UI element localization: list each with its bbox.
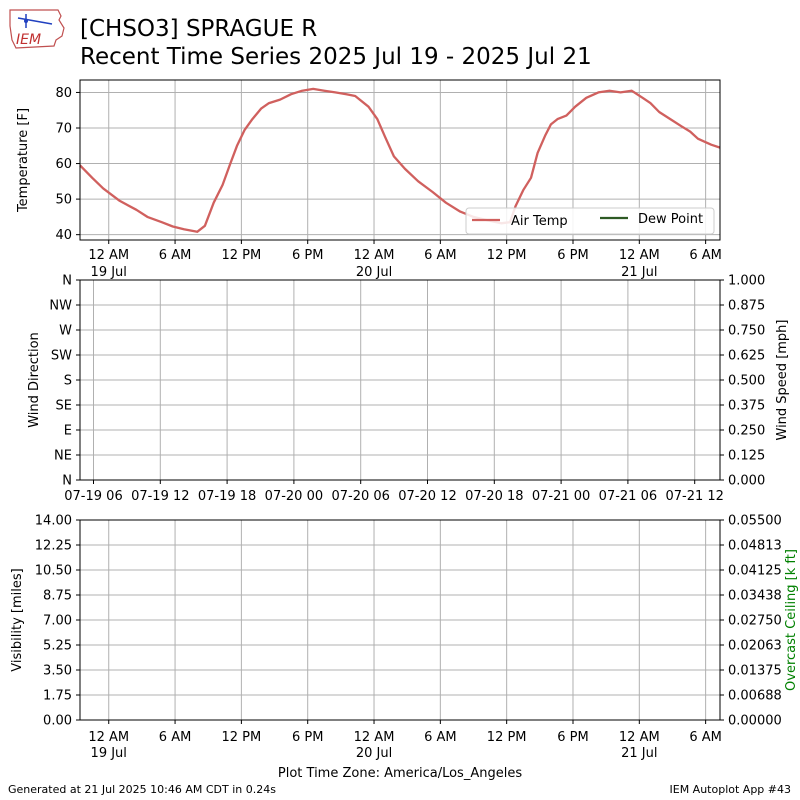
wind-xtick-label: 07-21 00 (532, 489, 590, 504)
ceiling-tick-label: 0.05500 (728, 514, 782, 529)
vis-xtick-label: 6 PM (292, 730, 323, 745)
vis-xtick-label: 6 AM (424, 730, 457, 745)
wind-speed-tick-label: 0.500 (728, 374, 765, 389)
wind-speed-tick-label: 0.875 (728, 299, 765, 314)
wind-xtick-label: 07-20 00 (265, 489, 323, 504)
vis-xtick-date: 19 Jul (91, 746, 127, 761)
ceiling-tick-label: 0.02063 (728, 639, 782, 654)
vis-xtick-date: 20 Jul (356, 746, 392, 761)
generated-note: Generated at 21 Jul 2025 10:46 AM CDT in… (8, 783, 276, 796)
temp-xtick-label: 6 PM (292, 248, 323, 263)
temp-xtick-label: 12 PM (222, 248, 262, 263)
visibility-tick-label: 14.00 (35, 514, 72, 529)
temp-ytick-label: 70 (55, 122, 72, 137)
wind-xtick-label: 07-19 18 (198, 489, 256, 504)
wind-direction-ylabel: Wind Direction (27, 332, 42, 428)
wind-direction-tick-label: NW (49, 299, 72, 314)
vis-xtick-label: 6 AM (159, 730, 192, 745)
vis-xtick-label: 6 AM (689, 730, 722, 745)
ceiling-tick-label: 0.01375 (728, 664, 782, 679)
iem-logo: IEM (9, 9, 65, 49)
visibility-tick-label: 1.75 (43, 689, 72, 704)
temp-ylabel: Temperature [F] (16, 108, 31, 213)
wind-direction-tick-label: SE (56, 399, 72, 414)
wind-speed-tick-label: 0.625 (728, 349, 765, 364)
wind-speed-tick-label: 0.000 (728, 474, 765, 489)
wind-speed-tick-label: 0.125 (728, 449, 765, 464)
temp-xtick-label: 12 AM (88, 248, 129, 263)
temp-xtick-label: 6 AM (689, 248, 722, 263)
wind-xtick-label: 07-21 06 (599, 489, 657, 504)
ceiling-tick-label: 0.02750 (728, 614, 782, 629)
visibility-tick-label: 12.25 (35, 539, 72, 554)
temp-xtick-label: 12 AM (354, 248, 395, 263)
temp-ytick-label: 60 (55, 157, 72, 172)
legend-box (465, 207, 715, 235)
wind-xtick-label: 07-20 18 (465, 489, 523, 504)
visibility-tick-label: 10.50 (35, 564, 72, 579)
wind-direction-tick-label: NE (54, 449, 72, 464)
wind-xtick-label: 07-20 12 (398, 489, 456, 504)
visibility-tick-label: 0.00 (43, 714, 72, 729)
temp-xtick-label: 12 PM (487, 248, 527, 263)
temp-ytick-label: 40 (55, 228, 72, 243)
wind-direction-tick-label: SW (51, 349, 72, 364)
wind-direction-tick-label: W (59, 324, 72, 339)
vis-xtick-label: 12 AM (354, 730, 395, 745)
ceiling-tick-label: 0.03438 (728, 589, 782, 604)
temp-xtick-date: 20 Jul (356, 265, 392, 280)
temp-xtick-date: 19 Jul (91, 265, 127, 280)
temp-ytick-label: 50 (55, 193, 72, 208)
visibility-tick-label: 5.25 (43, 639, 72, 654)
wind-xtick-label: 07-21 12 (665, 489, 723, 504)
visibility-tick-label: 7.00 (43, 614, 72, 629)
logo-text: IEM (16, 32, 41, 48)
temp-xtick-label: 6 AM (159, 248, 192, 263)
wind-direction-tick-label: N (62, 274, 72, 289)
wind-speed-ylabel: Wind Speed [mph] (775, 320, 790, 441)
wind-panel-frame (79, 279, 721, 481)
vis-xtick-date: 21 Jul (621, 746, 657, 761)
wind-direction-tick-label: S (64, 374, 72, 389)
temp-xtick-label: 6 AM (424, 248, 457, 263)
legend-air-temp-label: Air Temp (511, 214, 568, 229)
ceiling-tick-label: 0.04125 (728, 564, 782, 579)
chart-subtitle: Recent Time Series 2025 Jul 19 - 2025 Ju… (80, 44, 592, 70)
temp-xtick-label: 12 AM (619, 248, 660, 263)
vis-xtick-label: 12 AM (88, 730, 129, 745)
wind-direction-tick-label: E (64, 424, 72, 439)
temp-xtick-label: 6 PM (557, 248, 588, 263)
ceiling-tick-label: 0.00000 (728, 714, 782, 729)
temp-ytick-label: 80 (55, 86, 72, 101)
x-axis-title: Plot Time Zone: America/Los_Angeles (278, 766, 522, 781)
vis-xtick-label: 6 PM (557, 730, 588, 745)
wind-speed-tick-label: 0.250 (728, 424, 765, 439)
visibility-ylabel: Visibility [miles] (10, 568, 25, 671)
air-temp-line (79, 87, 721, 233)
wind-speed-tick-label: 0.375 (728, 399, 765, 414)
wind-xtick-label: 07-20 06 (331, 489, 389, 504)
wind-xtick-label: 07-19 06 (64, 489, 122, 504)
vis-panel-frame (79, 519, 721, 721)
chart-title: [CHSO3] SPRAGUE R (80, 16, 318, 42)
legend-dew-point-label: Dew Point (638, 212, 703, 227)
vis-xtick-label: 12 AM (619, 730, 660, 745)
visibility-tick-label: 8.75 (43, 589, 72, 604)
ceiling-tick-label: 0.04813 (728, 539, 782, 554)
temp-panel-frame (79, 79, 721, 241)
wind-speed-tick-label: 0.750 (728, 324, 765, 339)
wind-speed-tick-label: 1.000 (728, 274, 765, 289)
ceiling-ylabel: Overcast Ceiling [k ft] (784, 549, 799, 691)
temp-xtick-date: 21 Jul (621, 265, 657, 280)
vis-xtick-label: 12 PM (222, 730, 262, 745)
wind-xtick-label: 07-19 12 (131, 489, 189, 504)
ceiling-tick-label: 0.00688 (728, 689, 782, 704)
vis-xtick-label: 12 PM (487, 730, 527, 745)
visibility-tick-label: 3.50 (43, 664, 72, 679)
app-label: IEM Autoplot App #43 (669, 783, 792, 796)
wind-direction-tick-label: N (62, 474, 72, 489)
